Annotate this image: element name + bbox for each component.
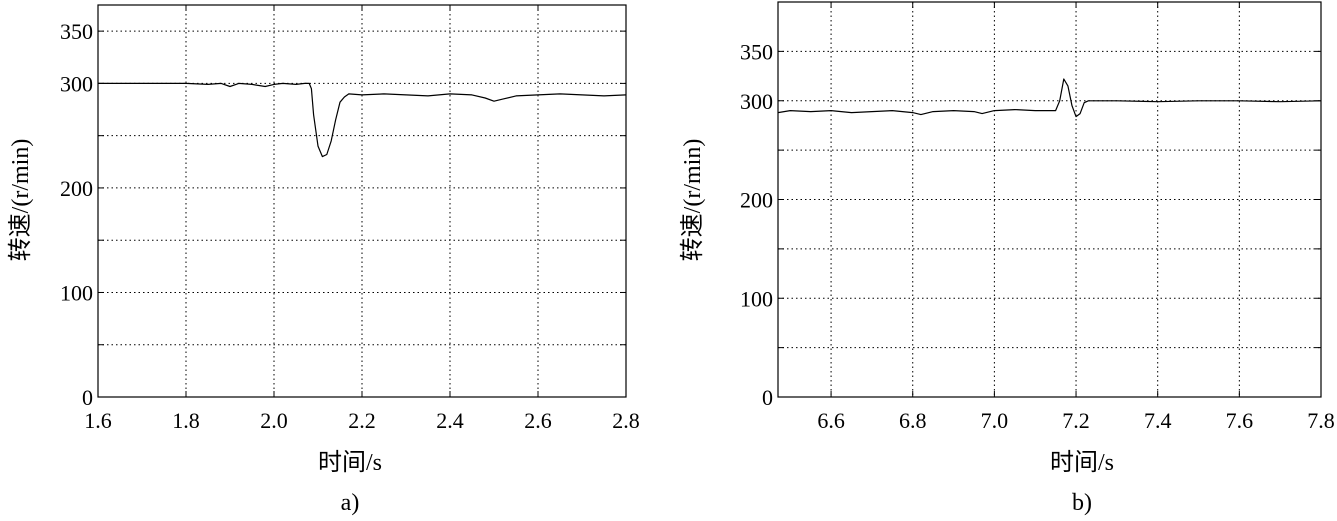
y-tick-label: 300 bbox=[60, 71, 93, 96]
x-tick-label: 2.0 bbox=[260, 408, 288, 433]
x-tick-label: 7.0 bbox=[981, 408, 1009, 433]
y-axis-label: 转速/(r/min) bbox=[7, 139, 34, 262]
y-tick-label: 0 bbox=[762, 385, 773, 410]
subfigure-caption: a) bbox=[341, 490, 360, 516]
x-tick-label: 2.6 bbox=[524, 408, 552, 433]
x-tick-label: 2.8 bbox=[612, 408, 640, 433]
x-tick-label: 7.2 bbox=[1062, 408, 1090, 433]
x-tick-label: 7.4 bbox=[1144, 408, 1172, 433]
y-tick-label: 300 bbox=[740, 89, 773, 114]
x-tick-label: 1.8 bbox=[172, 408, 200, 433]
x-tick-label: 2.2 bbox=[348, 408, 376, 433]
y-tick-label: 350 bbox=[740, 39, 773, 64]
x-tick-label: 7.8 bbox=[1307, 408, 1335, 433]
y-tick-label: 0 bbox=[82, 385, 93, 410]
y-tick-label: 200 bbox=[740, 188, 773, 213]
series-line bbox=[98, 82, 627, 158]
chart-a: 1.6 1.8 2.0 2.2 2.4 2.6 2.8 0 100 200 300 350 时间/s 转速… bbox=[7, 4, 640, 516]
y-tick-label: 100 bbox=[740, 286, 773, 311]
x-tick-label: 6.6 bbox=[817, 408, 845, 433]
x-axis-label: 时间/s bbox=[1050, 449, 1114, 476]
x-axis-label: 时间/s bbox=[318, 449, 382, 476]
x-tick-label: 6.8 bbox=[899, 408, 927, 433]
y-tick-label: 350 bbox=[60, 19, 93, 44]
subfigure-caption: b) bbox=[1072, 490, 1092, 516]
x-tick-label: 2.4 bbox=[436, 408, 464, 433]
y-tick-label: 100 bbox=[60, 280, 93, 305]
series-line bbox=[777, 78, 1322, 118]
y-axis-label: 转速/(r/min) bbox=[679, 139, 706, 262]
plot-frame bbox=[97, 4, 627, 398]
x-tick-label: 1.6 bbox=[84, 408, 112, 433]
y-tick-label: 200 bbox=[60, 176, 93, 201]
x-tick-label: 7.6 bbox=[1226, 408, 1254, 433]
plot-frame bbox=[777, 1, 1322, 398]
chart-b: 6.6 6.8 7.0 7.2 7.4 7.6 7.8 0 100 200 300 350 时间/s 转速… bbox=[679, 1, 1335, 516]
